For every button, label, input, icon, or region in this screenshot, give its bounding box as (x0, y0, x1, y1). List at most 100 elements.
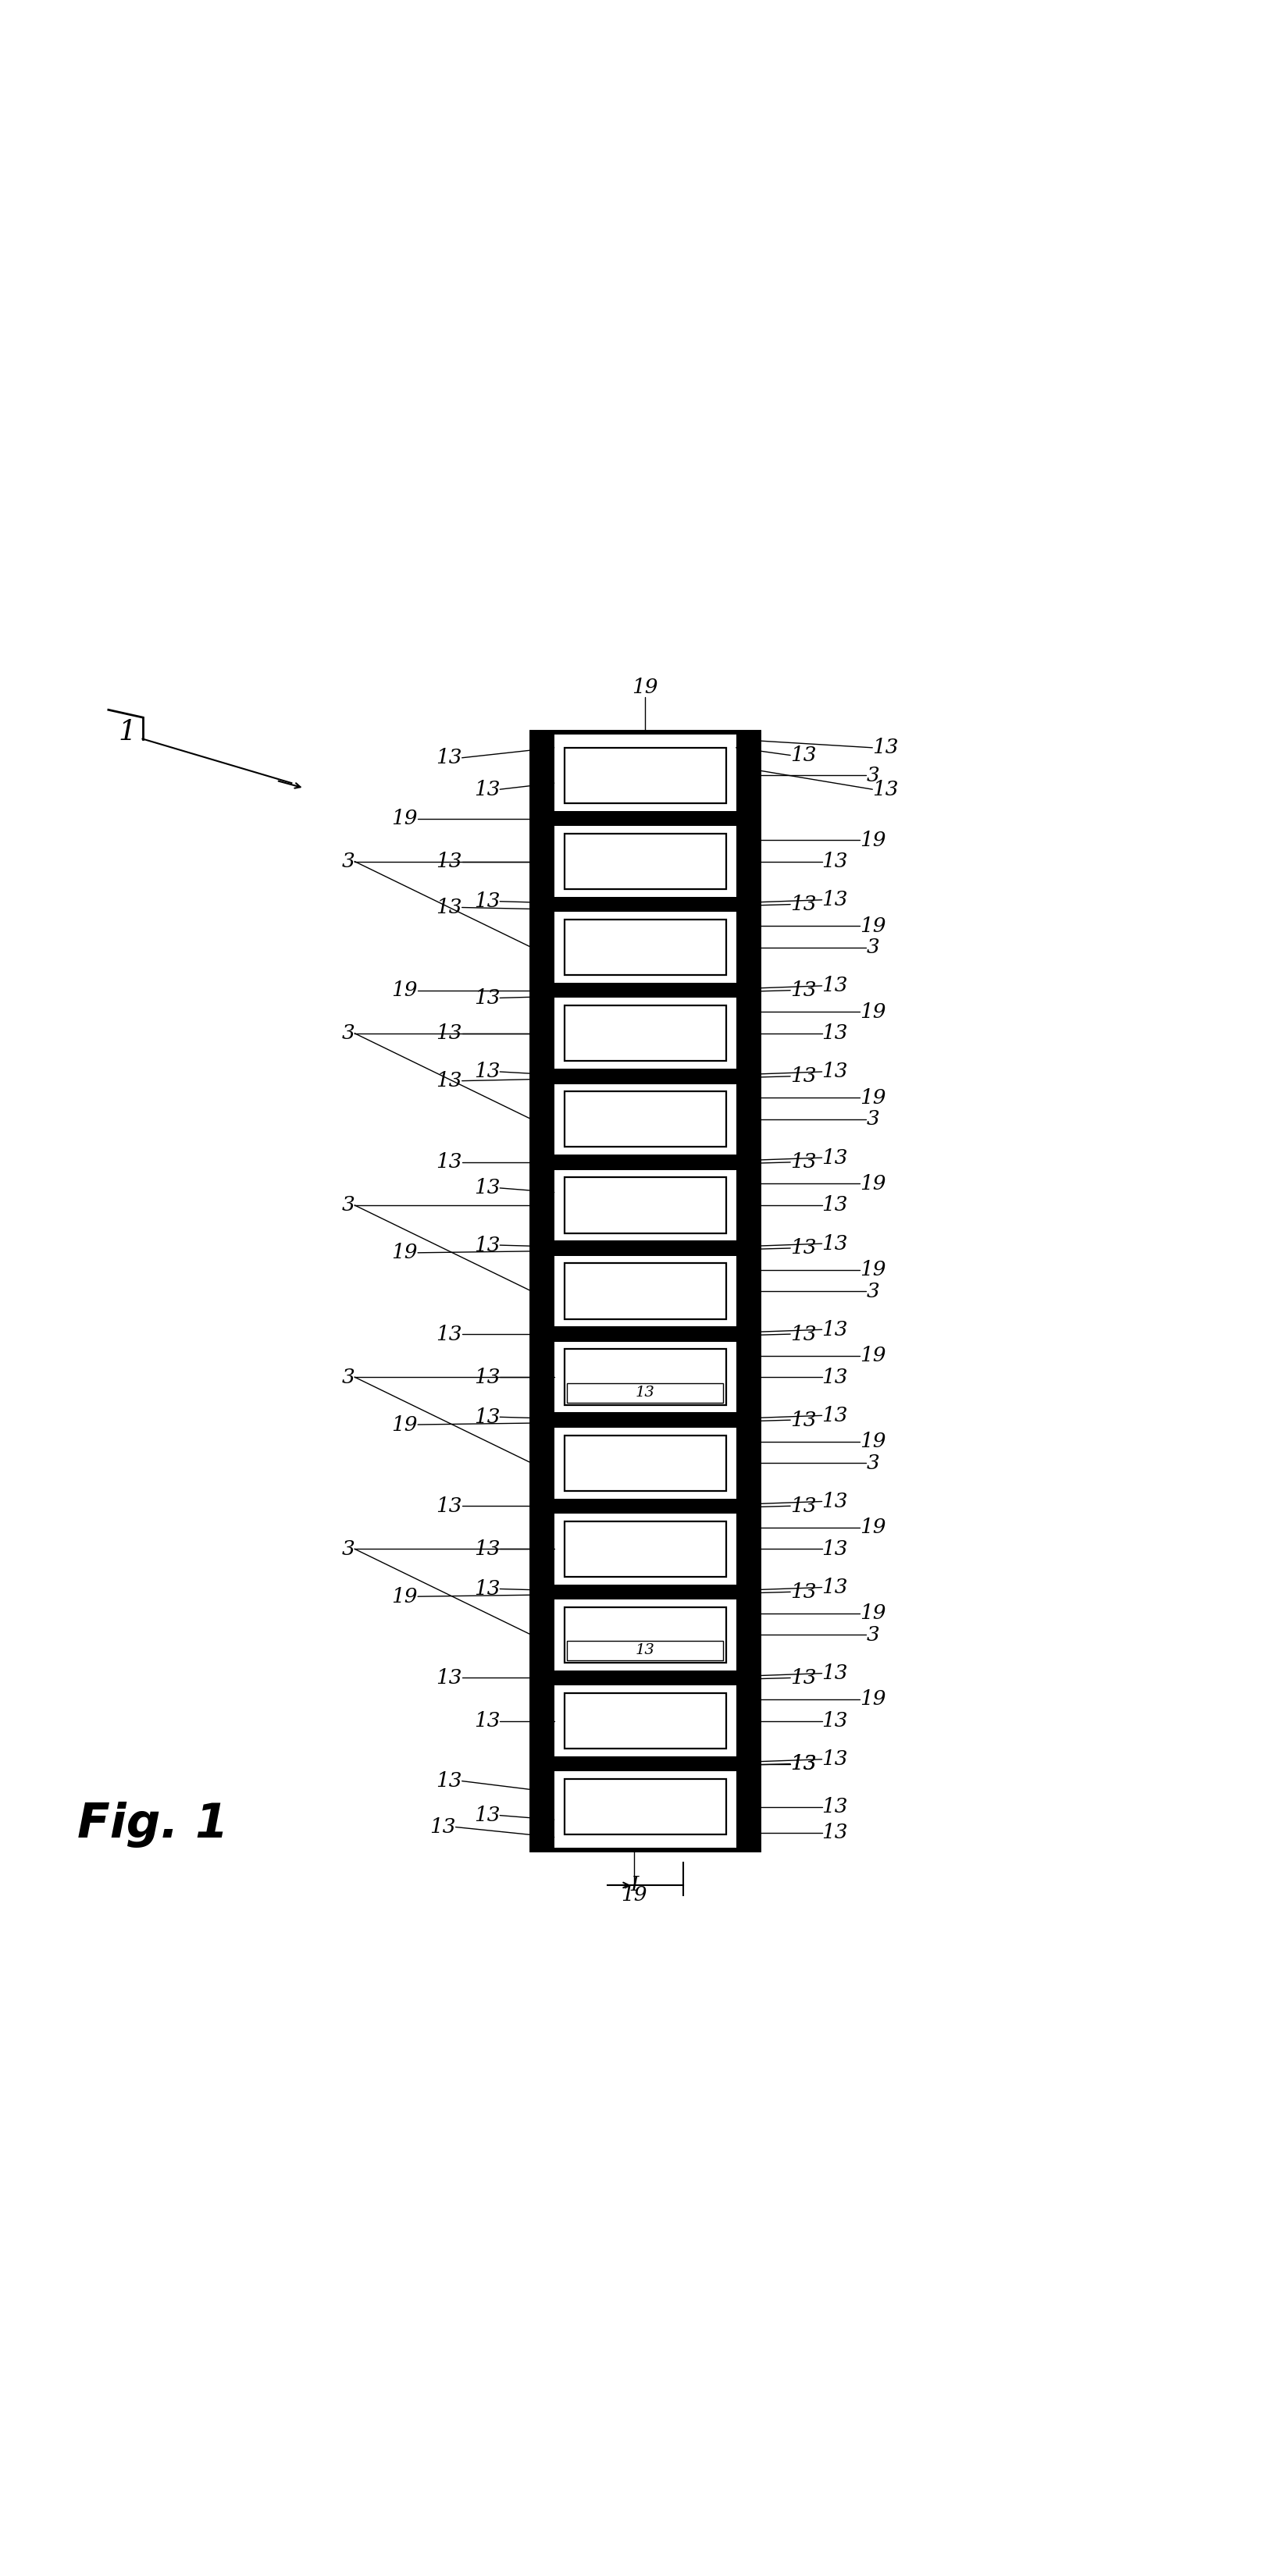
Text: 13: 13 (430, 1816, 455, 1837)
Text: 13: 13 (791, 1324, 816, 1345)
Text: 13: 13 (436, 1772, 462, 1790)
Text: 19: 19 (860, 1175, 886, 1193)
Text: 13: 13 (474, 989, 500, 1007)
Text: 13: 13 (791, 1409, 816, 1430)
Text: 13: 13 (436, 1151, 462, 1172)
Bar (564, 1607, 726, 1662)
Text: 13: 13 (474, 1236, 500, 1255)
Text: 3: 3 (867, 1453, 879, 1473)
Text: 13: 13 (635, 1386, 655, 1399)
Text: 13: 13 (791, 1151, 816, 1172)
Text: 19: 19 (860, 1087, 886, 1108)
Text: 13: 13 (822, 1234, 848, 1255)
Text: 19: 19 (621, 1886, 646, 1904)
Text: 13: 13 (873, 737, 898, 757)
Text: 19: 19 (392, 809, 417, 829)
Text: 13: 13 (474, 1710, 500, 1731)
Text: 3: 3 (867, 938, 879, 958)
Text: 19: 19 (860, 1260, 886, 1280)
Text: 1: 1 (119, 719, 137, 747)
Bar (736, 732, 759, 1850)
Text: 3: 3 (867, 765, 879, 786)
Text: 3: 3 (867, 1280, 879, 1301)
Text: 13: 13 (474, 1806, 500, 1826)
Text: 13: 13 (791, 1669, 816, 1687)
Text: 13: 13 (791, 744, 816, 765)
Text: 13: 13 (822, 1368, 848, 1386)
Bar (554, 1669, 736, 1685)
Text: 13: 13 (474, 1540, 500, 1558)
Text: 13: 13 (791, 1066, 816, 1087)
Text: 19: 19 (860, 1345, 886, 1365)
Bar (554, 1069, 736, 1084)
Text: 13: 13 (822, 1710, 848, 1731)
Text: I: I (631, 1875, 639, 1896)
Bar (564, 1350, 726, 1404)
Text: 13: 13 (822, 1406, 848, 1425)
Text: 13: 13 (822, 1061, 848, 1082)
Text: 13: 13 (436, 1072, 462, 1090)
Text: 13: 13 (791, 1754, 816, 1775)
Text: 13: 13 (822, 1540, 848, 1558)
Text: 13: 13 (822, 1319, 848, 1340)
Bar (564, 835, 726, 889)
Text: 19: 19 (860, 917, 886, 935)
Bar (554, 1242, 736, 1255)
Text: 13: 13 (791, 894, 816, 914)
Bar (531, 732, 554, 1850)
Text: 13: 13 (436, 853, 462, 871)
Text: 13: 13 (474, 891, 500, 912)
Text: 13: 13 (791, 1239, 816, 1257)
Text: 13: 13 (822, 1023, 848, 1043)
Bar (564, 920, 726, 976)
Text: 19: 19 (392, 1244, 417, 1262)
Bar (567, 1641, 724, 1659)
Text: 19: 19 (860, 1517, 886, 1538)
Text: 19: 19 (392, 981, 417, 999)
Text: 13: 13 (436, 1023, 462, 1043)
Text: 19: 19 (860, 1690, 886, 1708)
Text: 13: 13 (474, 1406, 500, 1427)
Text: 19: 19 (860, 1002, 886, 1023)
Text: 13: 13 (822, 1664, 848, 1682)
Text: 13: 13 (436, 1324, 462, 1345)
Text: 13: 13 (822, 1798, 848, 1816)
Text: 13: 13 (791, 1582, 816, 1602)
Bar (531, 732, 759, 1850)
Text: 3: 3 (867, 1625, 879, 1643)
Bar (554, 1327, 736, 1342)
Text: 19: 19 (860, 829, 886, 850)
Bar (564, 747, 726, 804)
Bar (554, 1584, 736, 1600)
Text: 19: 19 (860, 1432, 886, 1450)
Bar (531, 732, 759, 1850)
Text: 13: 13 (822, 1824, 848, 1842)
Bar (554, 1154, 736, 1170)
Text: 19: 19 (632, 677, 658, 698)
Text: 13: 13 (436, 1669, 462, 1687)
Text: 13: 13 (873, 781, 898, 799)
Text: 13: 13 (791, 1754, 816, 1775)
Bar (564, 1092, 726, 1146)
Bar (554, 1412, 736, 1427)
Text: 13: 13 (822, 1149, 848, 1167)
Bar (564, 1005, 726, 1061)
Text: 13: 13 (474, 1177, 500, 1198)
Bar (564, 1780, 726, 1834)
Bar (554, 1757, 736, 1772)
Text: 3: 3 (342, 1540, 354, 1558)
Bar (564, 1435, 726, 1492)
Text: 19: 19 (860, 1605, 886, 1623)
Bar (564, 1522, 726, 1577)
Text: 3: 3 (867, 1110, 879, 1128)
Text: 3: 3 (342, 1023, 354, 1043)
Text: Fig. 1: Fig. 1 (77, 1801, 228, 1847)
Bar (567, 1383, 724, 1401)
Bar (554, 811, 736, 827)
Text: 13: 13 (474, 781, 500, 799)
Text: 13: 13 (822, 1577, 848, 1597)
Text: 19: 19 (392, 1587, 417, 1607)
Text: 13: 13 (822, 1492, 848, 1512)
Bar (554, 984, 736, 997)
Text: 3: 3 (342, 1195, 354, 1216)
